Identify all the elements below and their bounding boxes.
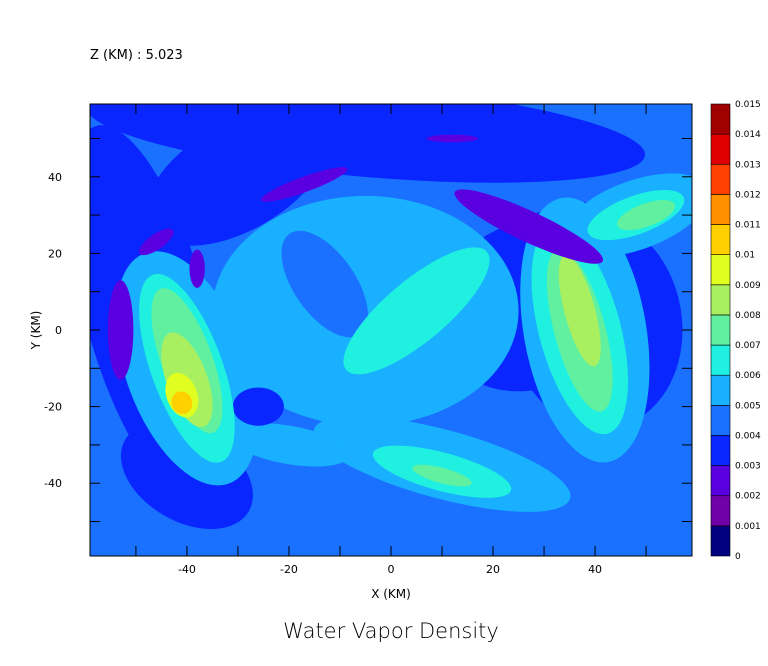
colorbar-swatch (710, 465, 731, 497)
colorbar-swatch (710, 525, 731, 557)
contour-band (228, 423, 350, 467)
x-tick-label: -20 (280, 563, 298, 576)
y-axis-label: Y (KM) (29, 311, 43, 351)
x-tick-label: 40 (588, 563, 602, 576)
x-tick-label: -40 (178, 563, 196, 576)
chart-title: Water Vapor Density (283, 619, 499, 643)
contour-band (107, 280, 134, 380)
colorbar-swatch (710, 284, 731, 316)
contour-band (412, 464, 472, 487)
contour-band (617, 200, 676, 231)
colorbar-label: 0.007 (735, 341, 761, 351)
colorbar-swatch (710, 344, 731, 376)
colorbar-label: 0.012 (735, 190, 761, 200)
contour-field (90, 104, 692, 556)
colorbar-swatch (710, 254, 731, 286)
y-tick-label: 20 (48, 247, 62, 260)
colorbar-label: 0.006 (735, 371, 761, 381)
x-tick-label: 0 (388, 563, 395, 576)
contour-band (139, 228, 174, 256)
colorbar-label: 0.01 (735, 251, 755, 261)
colorbar-swatch (710, 163, 731, 195)
colorbar-swatch (710, 194, 731, 225)
colorbar-label: 0.003 (735, 462, 761, 472)
colorbar-label: 0.008 (735, 311, 761, 321)
colorbar-label: 0.009 (735, 281, 761, 291)
colorbar-label: 0.013 (735, 160, 761, 170)
contour-band (343, 247, 490, 375)
contour-band (171, 391, 193, 415)
colorbar-swatch (710, 435, 731, 466)
x-tick-label: 20 (486, 563, 500, 576)
colorbar-label: 0.014 (735, 130, 761, 140)
contour-band (232, 387, 284, 426)
colorbar-swatch (710, 374, 731, 406)
contour-band (281, 230, 368, 338)
contour-band (558, 255, 601, 367)
contour-band (261, 167, 348, 202)
contour-band (426, 134, 478, 143)
contour-band (189, 249, 205, 288)
colorbar-swatch (710, 405, 731, 436)
colorbar-swatch (710, 133, 731, 165)
colorbar-swatch (710, 314, 731, 346)
contour-band (454, 189, 604, 264)
x-axis-label: X (KM) (371, 587, 411, 601)
colorbar-label: 0.004 (735, 431, 761, 441)
colorbar-label: 0.005 (735, 401, 761, 411)
subtitle: Z (KM) : 5.023 (90, 48, 183, 63)
y-tick-label: 40 (48, 171, 62, 184)
colorbar-label: 0.011 (735, 221, 761, 231)
colorbar-swatch (710, 103, 731, 135)
colorbar-label: 0.001 (735, 522, 761, 532)
colorbar-swatch (710, 224, 731, 255)
y-tick-label: -40 (44, 477, 62, 490)
y-tick-label: 0 (55, 324, 62, 337)
colorbar-label: 0 (735, 552, 741, 562)
colorbar-label: 0.015 (735, 100, 761, 110)
colorbar-swatch (710, 495, 731, 527)
contour-band (145, 107, 331, 246)
colorbar-label: 0.002 (735, 492, 761, 502)
y-tick-label: -20 (44, 401, 62, 414)
